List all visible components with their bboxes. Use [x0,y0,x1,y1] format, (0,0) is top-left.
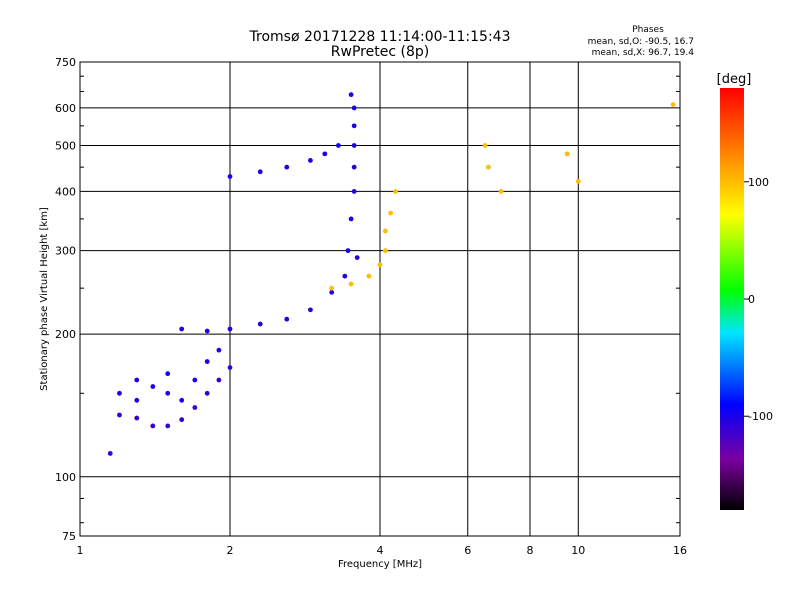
data-point-E-F1 [354,255,360,261]
data-point-low-cloud [134,397,140,403]
x-tick-label: 4 [377,544,384,557]
data-point-F2-X [382,228,388,234]
data-point-E-F1 [179,326,185,332]
data-point-low-O [117,412,122,418]
data-point-F2-O [348,92,354,98]
data-point-F2-O [351,105,357,111]
plot-frame [79,61,681,537]
data-point-F1-upper [335,143,341,148]
colorbar-tick-label: 100 [748,176,769,189]
data-points [107,92,676,456]
data-point-F1-upper [227,174,233,179]
y-tick-label: 300 [55,245,76,258]
data-point-low-O [150,423,156,429]
data-point-F2-X [329,285,335,291]
data-point-low-cloud [192,377,198,383]
data-point-low-cloud [117,390,122,396]
y-tick-label: 600 [55,102,76,115]
data-point-low-O [107,451,113,456]
data-point-E-F1 [342,273,348,279]
data-point-F1-upper [257,169,263,175]
data-point-F1-upper [322,151,328,157]
colorbar-tick-label: 0 [748,293,755,306]
data-point-E-F1 [227,326,233,332]
phases-x-line: mean, sd,X: 96.7, 19.4 [592,48,695,58]
data-point-F1-upper [284,164,290,170]
data-point-low-O [134,415,140,421]
data-point-low-O [227,365,233,370]
data-point-low-cloud [165,371,171,377]
y-tick-label: 500 [55,139,76,152]
data-point-E-F1 [284,316,290,322]
y-axis-ticks: 75 100 200 300 400 500 600 750 [55,56,680,543]
data-point-E-F1 [257,321,263,327]
data-point-low-O [179,417,185,423]
x-tick-label: 1 [77,544,84,557]
data-point-low-O [204,390,210,396]
data-point-F2-O [351,123,357,129]
data-point-low-O [165,423,171,429]
x-tick-label: 16 [673,544,687,557]
data-point-scatter-high-freq [575,178,581,184]
data-point-F2-O [348,216,354,222]
data-point-F2-X [393,189,399,194]
x-axis-label: Frequency [MHz] [338,559,422,570]
data-point-low-cloud [150,384,156,389]
data-point-F2-O [351,189,357,194]
data-point-low-cloud [216,347,222,353]
phases-title: Phases [632,25,664,35]
data-point-F2-X [377,262,383,268]
x-axis-ticks: 1 2 4 6 8 10 16 [77,544,688,557]
data-point-F2-X [366,273,372,279]
data-point-F2-X [348,281,354,287]
phases-o-line: mean, sd,O: -90.5, 16.7 [588,37,694,47]
data-point-F2-O [351,143,357,148]
data-point-F2-O [351,164,357,170]
grid-lines [80,62,680,536]
data-point-low-cloud [134,377,140,383]
y-axis-label: Stationary phase Virtual Height [km] [39,207,50,391]
data-point-scatter-high-freq [670,102,676,107]
colorbar [720,88,744,510]
chart-title: Tromsø 20171228 11:14:00-11:15:43 [249,29,511,45]
colorbar-label: [deg] [717,72,752,87]
y-tick-label: 400 [55,185,76,198]
data-point-F2-O [345,248,351,254]
data-point-E-F1 [329,289,335,295]
data-point-F2-X [388,210,393,216]
data-point-scatter-high-freq [564,151,570,157]
data-point-low-cloud [165,390,171,396]
data-point-low-cloud [204,359,210,364]
data-point-E-F1 [204,328,210,334]
colorbar-tick-label: -100 [748,410,773,423]
data-point-scatter-high-freq [485,164,491,170]
x-tick-label: 6 [464,544,471,557]
y-tick-label: 75 [62,530,76,543]
chart-subtitle: RwPretec (8p) [331,44,429,60]
x-tick-label: 8 [527,544,534,557]
colorbar-ticks: 100 0 -100 [744,176,773,423]
x-tick-label: 2 [227,544,234,557]
data-point-scatter-high-freq [482,143,488,148]
y-tick-label: 200 [55,328,76,341]
data-point-low-cloud [179,397,185,403]
y-tick-label: 100 [55,471,76,484]
data-point-low-O [216,377,222,383]
y-tick-label: 750 [55,56,76,69]
x-tick-label: 10 [571,544,585,557]
data-point-low-O [192,405,198,410]
data-point-F2-X [382,248,388,254]
data-point-F1-upper [308,158,313,163]
data-point-E-F1 [308,307,313,313]
data-point-scatter-high-freq [498,189,504,194]
